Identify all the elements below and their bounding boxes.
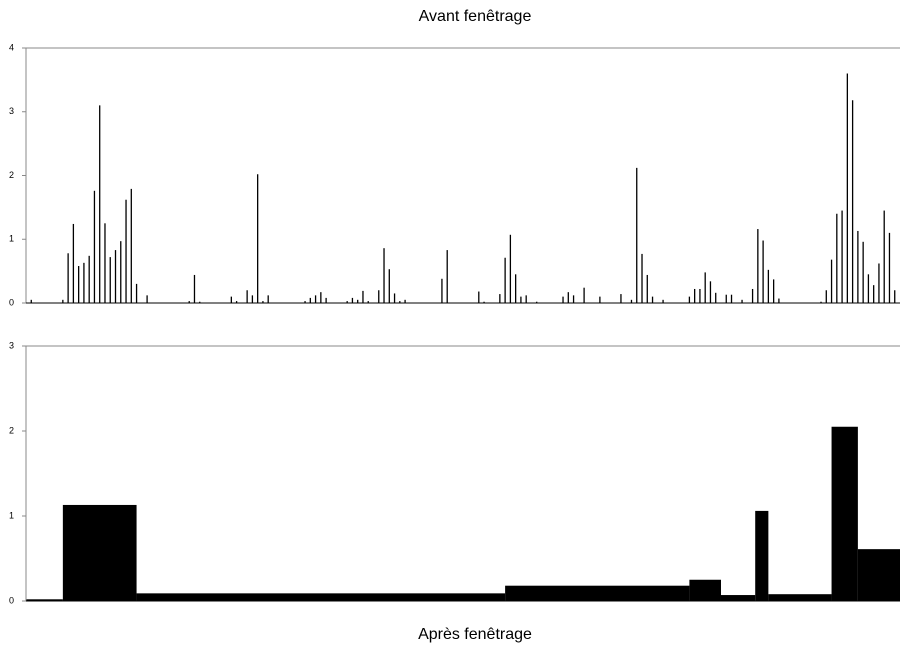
bar [62,504,137,601]
bar [720,595,756,601]
y-tick-label: 3 [9,106,14,116]
bar [136,593,506,601]
bar [768,594,832,601]
y-tick-label: 0 [9,297,14,307]
bar [857,549,900,601]
chart-title: Avant fenêtrage [419,8,532,25]
y-tick-label: 2 [9,425,14,435]
y-tick-label: 3 [9,340,14,350]
bar [26,599,63,601]
bar [689,579,721,601]
y-tick-label: 0 [9,595,14,605]
bar [505,585,690,601]
y-tick-label: 1 [9,510,14,520]
y-tick-label: 4 [9,42,14,52]
y-tick-label: 2 [9,170,14,180]
bar [755,510,769,601]
bar [831,426,858,601]
chart-title: Après fenêtrage [418,626,532,643]
y-tick-label: 1 [9,234,14,244]
